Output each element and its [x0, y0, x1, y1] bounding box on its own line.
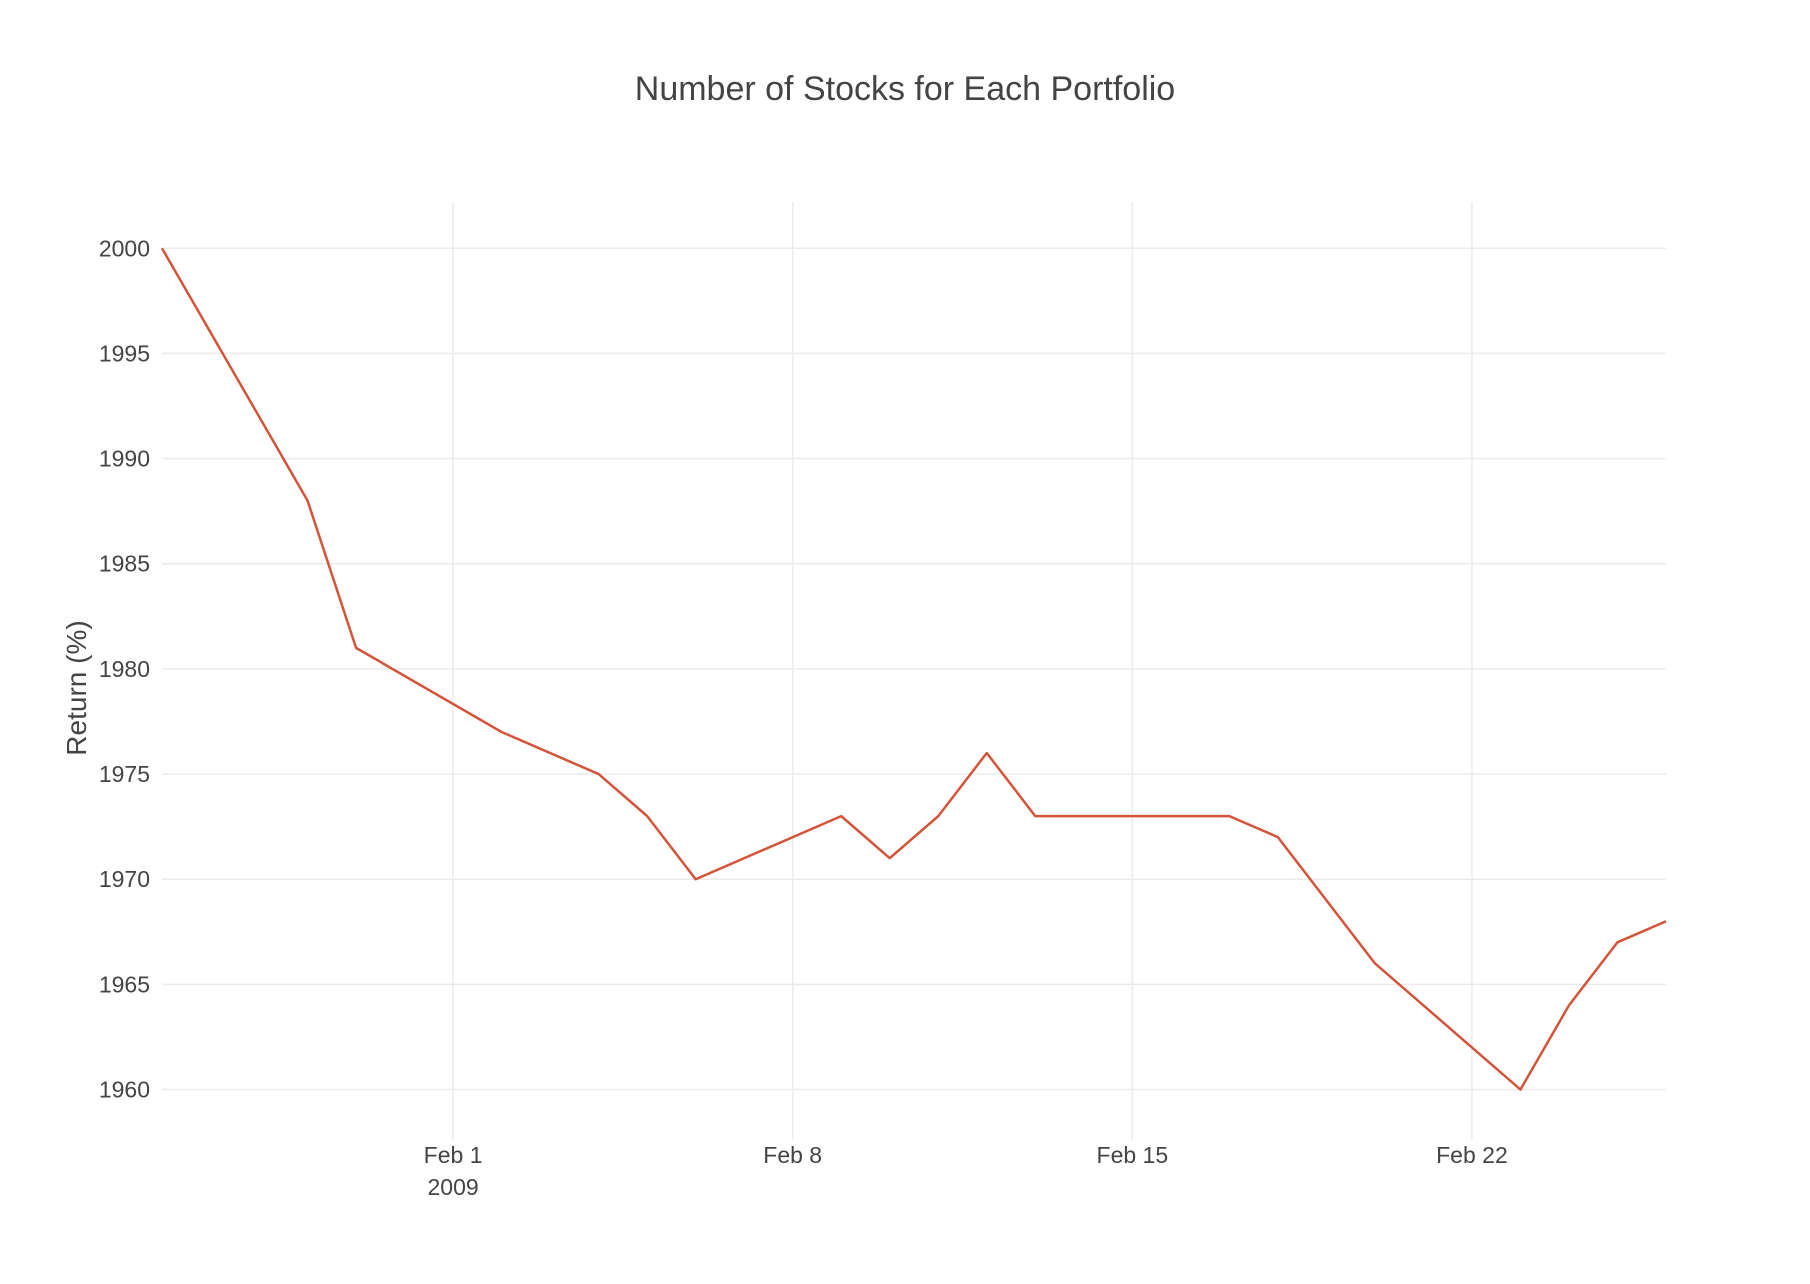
y-axis-ticks: 1960 1965 1970 1975 1980 1985 1990 1995 2000 — [99, 235, 150, 1102]
series-layer — [160, 247, 1667, 1091]
y-tick-label: 1965 — [99, 971, 150, 997]
x-tick-label: Feb 22 — [1436, 1142, 1508, 1168]
x-tick-label: Feb 15 — [1097, 1142, 1169, 1168]
x-tick-label: Feb 1 — [424, 1142, 483, 1168]
x-tick-label: Feb 8 — [763, 1142, 822, 1168]
chart-title: Number of Stocks for Each Portfolio — [635, 70, 1175, 108]
y-tick-label: 1985 — [99, 551, 150, 577]
x-tick-sublabel: 2009 — [428, 1174, 479, 1200]
y-gridlines — [162, 247, 1666, 1091]
y-tick-label: 1975 — [99, 761, 150, 787]
y-tick-label: 1995 — [99, 340, 150, 366]
x-axis-ticks: Feb 1 2009 Feb 8 Feb 15 Feb 22 — [424, 1142, 1508, 1200]
series-line — [160, 247, 1667, 1091]
y-tick-label: 1970 — [99, 866, 150, 892]
y-tick-label: 1980 — [99, 656, 150, 682]
y-tick-label: 1960 — [99, 1077, 150, 1103]
y-tick-label: 2000 — [99, 235, 150, 261]
y-tick-label: 1990 — [99, 446, 150, 472]
x-gridlines — [452, 202, 1473, 1140]
y-axis-title: Return (%) — [61, 620, 92, 755]
